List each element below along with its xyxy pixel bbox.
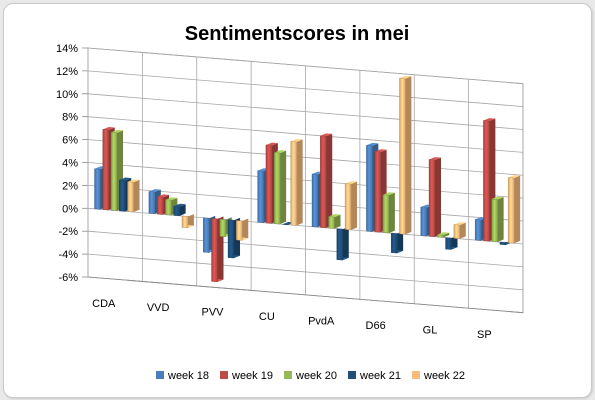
legend-swatch <box>412 371 420 379</box>
chart-frame: 14% 12% 10% 8% 6% 4% 2% 0% -2% -4% -6% CDA VVD PVV CU P… <box>3 3 592 398</box>
bar <box>508 175 521 244</box>
category-label: CDA <box>92 298 116 310</box>
y-tick-label: 2% <box>62 180 78 192</box>
bar <box>273 150 287 225</box>
bar <box>374 149 387 233</box>
legend-item: week 18 <box>156 370 209 382</box>
bar <box>453 222 466 240</box>
bar <box>336 226 349 261</box>
bar <box>290 138 303 226</box>
y-tick-label: -4% <box>58 249 78 261</box>
bar <box>236 218 249 241</box>
legend: week 18 week 19 week 20 week 21 week 22 <box>156 370 465 382</box>
legend-label: week 21 <box>359 370 401 382</box>
bar <box>382 192 395 234</box>
y-tick-label: 8% <box>62 112 78 124</box>
category-label: PvdA <box>308 316 335 328</box>
legend-swatch <box>220 371 228 379</box>
bar <box>437 232 450 238</box>
y-tick-label: 0% <box>62 203 78 215</box>
bar <box>328 214 341 229</box>
bar <box>483 118 496 242</box>
y-tick-label: 10% <box>56 89 78 101</box>
legend-item: week 20 <box>284 370 337 382</box>
legend-label: week 20 <box>295 370 337 382</box>
bar <box>445 235 458 250</box>
legend-swatch <box>156 371 164 379</box>
axis-labels: 14% 12% 10% 8% 6% 4% 2% 0% -2% -4% -6% CDA VVD PVV CU P… <box>56 43 492 341</box>
legend-item: week 19 <box>220 370 273 382</box>
y-tick-label: 4% <box>62 158 78 170</box>
y-tick-label: 14% <box>56 43 78 55</box>
y-tick-label: 6% <box>62 135 78 147</box>
bar <box>428 157 441 237</box>
bar <box>181 214 194 229</box>
legend-label: week 19 <box>231 370 273 382</box>
legend-label: week 18 <box>167 370 209 382</box>
legend-swatch <box>348 371 356 379</box>
bar <box>491 196 504 243</box>
bar <box>173 203 186 217</box>
bar <box>399 75 412 235</box>
y-tick-label: -2% <box>58 226 78 238</box>
category-label: GL <box>423 325 438 337</box>
bar <box>344 181 358 231</box>
category-label: D66 <box>366 320 386 332</box>
category-label: VVD <box>147 302 170 314</box>
category-label: SP <box>477 329 492 341</box>
y-tick-label: -6% <box>58 272 78 284</box>
chart-svg: 14% 12% 10% 8% 6% 4% 2% 0% -2% -4% -6% CDA VVD PVV CU P… <box>56 23 524 382</box>
legend-label: week 22 <box>423 370 465 382</box>
bars <box>94 75 521 283</box>
chart-title: Sentimentscores in mei <box>185 23 410 45</box>
legend-swatch <box>284 371 292 379</box>
category-label: PVV <box>201 307 224 319</box>
bar <box>390 231 404 254</box>
bar <box>320 133 333 229</box>
bar <box>127 179 140 213</box>
category-label: CU <box>259 311 275 323</box>
legend-item: week 22 <box>412 370 465 382</box>
legend-item: week 21 <box>348 370 401 382</box>
y-tick-label: 12% <box>56 66 78 78</box>
